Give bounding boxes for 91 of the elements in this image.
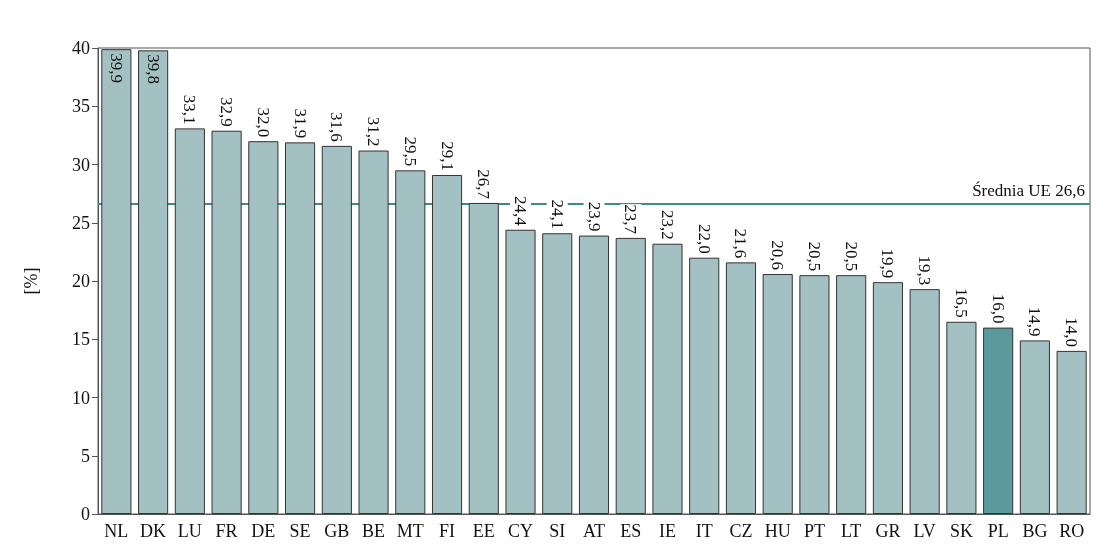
y-tick-label: 35 bbox=[72, 96, 90, 117]
y-tick-label: 10 bbox=[72, 387, 90, 408]
bar bbox=[174, 128, 205, 514]
x-tick-label: EE bbox=[472, 521, 495, 541]
data-label: 14,0 bbox=[1062, 317, 1082, 347]
bar bbox=[211, 130, 242, 514]
y-tick-label: 0 bbox=[81, 504, 90, 524]
x-tick-label: BG bbox=[1022, 521, 1048, 541]
y-tick-label: 20 bbox=[72, 271, 90, 291]
x-tick-label: BE bbox=[362, 521, 386, 541]
bar bbox=[358, 150, 389, 514]
bar bbox=[248, 141, 279, 514]
x-tick-label: RO bbox=[1059, 521, 1085, 541]
data-label: 39,9 bbox=[106, 53, 126, 83]
bar bbox=[1019, 340, 1050, 514]
data-label: 16,0 bbox=[988, 293, 1008, 324]
bar bbox=[468, 202, 499, 514]
x-tick-label: SK bbox=[949, 521, 973, 541]
data-label: 24,4 bbox=[511, 195, 531, 227]
bar bbox=[138, 50, 169, 514]
data-label: 23,7 bbox=[621, 204, 641, 235]
bar bbox=[799, 275, 830, 514]
data-label: 20,5 bbox=[841, 241, 861, 272]
bar bbox=[909, 289, 940, 514]
x-tick-label: DE bbox=[251, 521, 276, 541]
data-label: 26,7 bbox=[474, 169, 494, 200]
data-label: 19,3 bbox=[915, 255, 935, 286]
data-label: 32,9 bbox=[217, 96, 237, 127]
y-tick-label: 15 bbox=[72, 329, 90, 350]
data-label: 21,6 bbox=[731, 228, 751, 259]
bar bbox=[578, 235, 610, 514]
bar bbox=[946, 321, 977, 514]
bar bbox=[983, 327, 1014, 514]
data-label: 31,6 bbox=[327, 112, 347, 142]
bar bbox=[542, 233, 573, 514]
data-label: 20,6 bbox=[768, 240, 788, 271]
x-tick-label: CZ bbox=[729, 521, 753, 541]
x-tick-label: PL bbox=[987, 521, 1009, 541]
x-tick-label: LU bbox=[177, 521, 202, 541]
bar bbox=[321, 145, 352, 514]
x-tick-label: SE bbox=[289, 521, 311, 541]
bar bbox=[615, 237, 646, 514]
x-tick-label: GR bbox=[875, 521, 901, 541]
x-tick-label: LV bbox=[913, 521, 936, 541]
x-tick-label: SI bbox=[549, 521, 566, 541]
ref-line-label: Średnia UE 26,6 bbox=[972, 181, 1085, 201]
data-label: 14,9 bbox=[1025, 306, 1045, 337]
data-label: 32,0 bbox=[253, 107, 273, 138]
data-label: 20,5 bbox=[804, 241, 824, 272]
bar bbox=[505, 229, 536, 514]
data-label: 23,2 bbox=[657, 209, 677, 240]
x-tick-label: HU bbox=[764, 521, 791, 541]
x-tick-label: GB bbox=[324, 521, 350, 541]
y-axis-title: [%] bbox=[21, 267, 41, 295]
x-tick-label: FI bbox=[439, 521, 456, 541]
x-tick-label: ES bbox=[620, 521, 642, 541]
bar bbox=[652, 243, 683, 514]
y-tick-label: 40 bbox=[72, 38, 90, 58]
data-label: 33,1 bbox=[180, 94, 200, 125]
x-tick-label: FR bbox=[215, 521, 238, 541]
bar bbox=[285, 142, 316, 514]
x-tick-label: IT bbox=[695, 521, 713, 541]
data-label: 24,1 bbox=[547, 199, 567, 230]
x-tick-label: CY bbox=[508, 521, 534, 541]
data-label: 31,2 bbox=[364, 116, 384, 147]
data-label: 31,9 bbox=[290, 108, 310, 139]
data-label: 29,1 bbox=[437, 141, 457, 171]
y-tick-label: 5 bbox=[81, 445, 90, 466]
bar bbox=[762, 274, 793, 514]
x-tick-label: MT bbox=[396, 521, 424, 541]
bar bbox=[836, 275, 867, 514]
data-label: 16,5 bbox=[951, 288, 971, 318]
y-tick-label: 25 bbox=[72, 212, 90, 233]
data-label: 29,5 bbox=[400, 136, 420, 167]
data-label: 39,8 bbox=[143, 54, 163, 85]
bar bbox=[1056, 350, 1087, 514]
x-tick-label: DK bbox=[140, 521, 167, 541]
x-tick-label: IE bbox=[658, 521, 676, 541]
x-tick-label: LT bbox=[841, 521, 862, 541]
bar bbox=[689, 257, 720, 514]
bar bbox=[431, 174, 463, 514]
y-tick-label: 30 bbox=[72, 154, 90, 175]
bar bbox=[395, 170, 426, 514]
x-tick-label: PT bbox=[803, 521, 825, 541]
bar bbox=[872, 282, 903, 514]
x-tick-label: NL bbox=[104, 521, 129, 541]
bar bbox=[725, 262, 757, 514]
data-label: 19,9 bbox=[878, 248, 898, 279]
data-label: 23,9 bbox=[584, 201, 604, 232]
x-tick-label: AT bbox=[583, 521, 605, 541]
data-label: 22,0 bbox=[694, 223, 714, 254]
